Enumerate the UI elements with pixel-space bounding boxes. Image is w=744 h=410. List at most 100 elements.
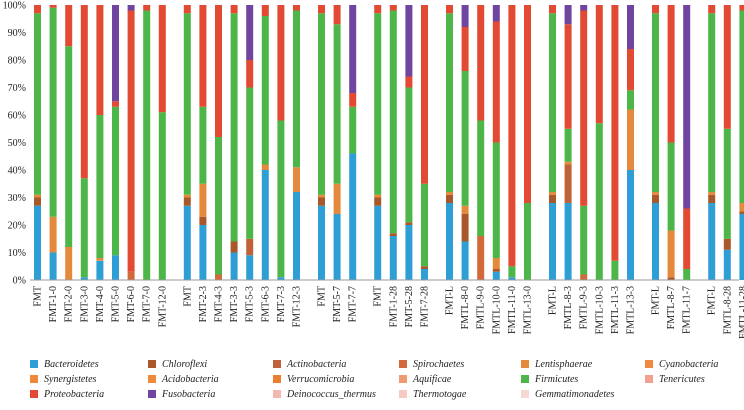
legend-swatch <box>148 390 156 398</box>
bar-segment <box>389 5 397 11</box>
bar-segment <box>708 192 716 195</box>
y-tick-label: 20% <box>8 221 26 232</box>
bar-segment <box>421 269 428 280</box>
bar-segment <box>524 203 531 280</box>
bar-segment <box>652 203 659 280</box>
bar-segment <box>492 258 500 269</box>
bar-segment <box>549 203 556 280</box>
x-tick-label: FMT-6-0 <box>126 286 137 322</box>
bar-segment <box>446 192 453 195</box>
bar-segment <box>683 208 691 269</box>
x-tick-label: FMT-5-28 <box>404 286 415 327</box>
bar-segment <box>261 164 269 170</box>
bar-segment <box>215 5 222 137</box>
bar-segment <box>652 192 659 195</box>
x-tick-label: FMT-5-3 <box>245 286 256 322</box>
bar-segment <box>564 128 572 162</box>
bar-segment <box>318 194 325 198</box>
bar-segment <box>461 27 469 71</box>
legend-entry: Verrucomicrobia <box>287 374 354 385</box>
bar-segment <box>549 5 556 14</box>
bar-segment <box>492 21 500 143</box>
x-tick-label: FMTL-9-0 <box>476 286 487 329</box>
bar-segment <box>389 236 397 280</box>
bar-segment <box>405 87 413 223</box>
x-tick-label: FMTL-10-3 <box>594 286 605 334</box>
bar-segment <box>739 214 744 280</box>
legend-entry: Synergistetes <box>44 374 97 385</box>
bar-segment <box>421 266 428 269</box>
bar-segment <box>477 236 485 280</box>
bar-segment <box>34 197 41 206</box>
y-tick-label: 90% <box>8 28 26 39</box>
bar-segment <box>112 106 119 256</box>
x-tick-label: FMTL-8-7 <box>666 286 677 329</box>
legend-swatch <box>30 375 38 383</box>
bar-segment <box>508 5 516 267</box>
bar-segment <box>652 194 659 203</box>
x-tick-label: FMTL-8-28 <box>722 286 733 334</box>
bar-segment <box>389 233 397 236</box>
bar-segment <box>261 170 269 280</box>
bar-segment <box>127 5 135 11</box>
x-tick-label: FMT-2-3 <box>198 286 209 322</box>
x-tick-label: FMT-7-3 <box>276 286 287 322</box>
bar-segment <box>34 5 41 14</box>
bar-segment <box>549 13 556 192</box>
bar-segment <box>349 153 357 280</box>
bar-segment <box>349 106 357 154</box>
bar-segment <box>333 5 341 25</box>
legend-entry: Actinobacteria <box>286 359 346 370</box>
bar-segment <box>65 46 73 247</box>
legend-swatch <box>399 390 407 398</box>
x-tick-label: FMT-6-3 <box>260 286 271 322</box>
x-tick-label: FMT-4-3 <box>214 286 225 322</box>
bar-segment <box>349 93 357 107</box>
bar-segment <box>333 214 341 280</box>
x-tick-label: FMTL-11-3 <box>610 286 621 334</box>
x-tick-label: FMT-5-0 <box>111 286 122 322</box>
x-tick-label: FMT-3-0 <box>79 286 90 322</box>
bar-segment <box>564 5 572 25</box>
bar-segment <box>158 5 166 113</box>
bar-segment <box>477 5 485 121</box>
x-tick-label: FMT <box>317 286 328 307</box>
bar-segment <box>405 222 413 225</box>
bar-segment <box>143 10 151 280</box>
bar-segment <box>564 164 572 203</box>
bar-segment <box>492 142 500 258</box>
bar-segment <box>65 5 73 47</box>
bar-segment <box>446 194 453 203</box>
bar-segment <box>80 5 88 179</box>
bar-segment <box>723 238 731 250</box>
bar-segment <box>405 225 413 280</box>
legend-swatch <box>148 375 156 383</box>
bar-segment <box>199 106 207 184</box>
bar-segment <box>477 120 485 236</box>
bar-segment <box>293 10 300 168</box>
bar-segment <box>318 197 325 206</box>
bar-segment <box>246 87 254 239</box>
x-tick-label: FMT-1-28 <box>388 286 399 327</box>
bar-segment <box>374 5 382 14</box>
x-tick-label: FMT-4-0 <box>95 286 106 322</box>
bar-segment <box>277 5 285 121</box>
bar-segment <box>492 269 500 272</box>
bar-segment <box>492 271 500 280</box>
bar-segment <box>183 205 191 280</box>
bar-segment <box>127 10 135 272</box>
bar-segment <box>723 128 731 239</box>
bar-segment <box>333 24 341 184</box>
bar-segment <box>461 214 469 242</box>
bar-segment <box>261 5 269 16</box>
bar-segment <box>230 241 238 253</box>
bar-segment <box>524 5 531 203</box>
bar-segment <box>65 247 73 280</box>
bar-segment <box>739 5 744 11</box>
bar-segment <box>508 266 516 278</box>
bar-segment <box>183 13 191 195</box>
bar-segment <box>667 5 675 143</box>
bar-segment <box>143 5 151 11</box>
bar-segment <box>349 5 357 93</box>
bar-segment <box>246 255 254 280</box>
